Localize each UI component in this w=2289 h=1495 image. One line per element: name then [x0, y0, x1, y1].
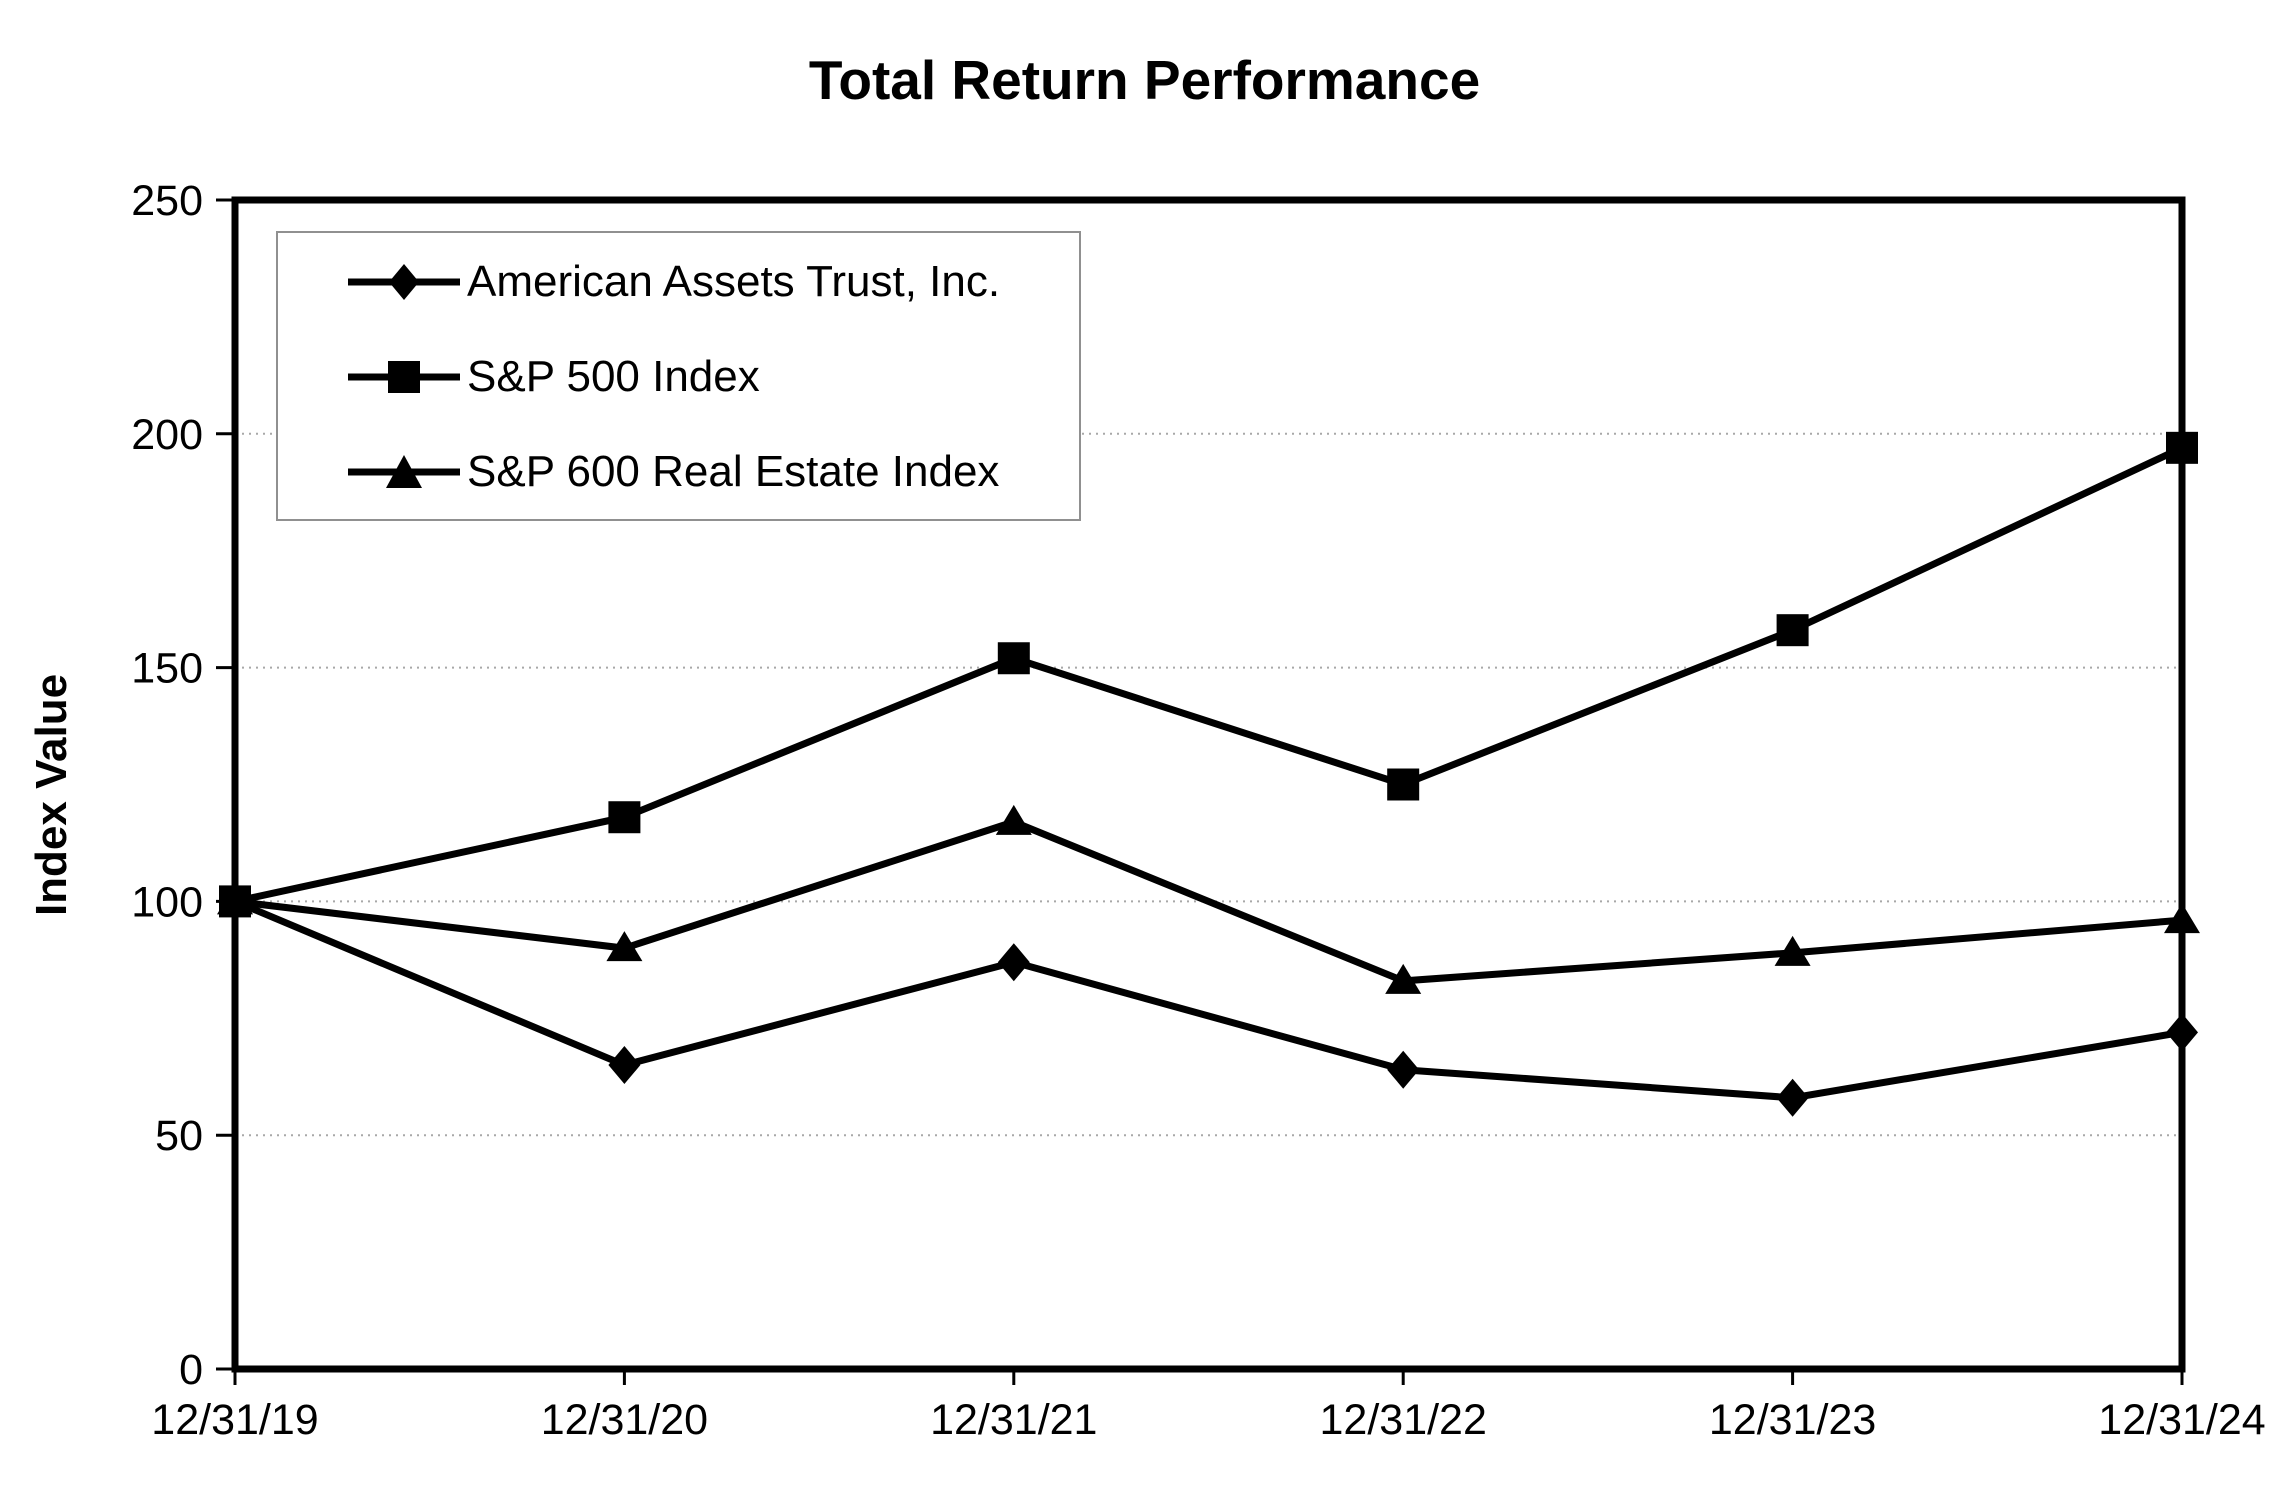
y-tick-label: 150	[131, 645, 203, 693]
diamond-marker	[1387, 1050, 1420, 1089]
square-marker	[608, 801, 641, 834]
square-marker	[2166, 431, 2198, 464]
y-tick-label: 50	[155, 1112, 203, 1160]
square-marker	[219, 885, 251, 918]
x-tick-label: 12/31/19	[151, 1396, 318, 1444]
y-tick-label: 100	[131, 878, 203, 926]
legend-label: S&P 600 Real Estate Index	[467, 446, 1000, 496]
y-tick-label: 0	[179, 1346, 203, 1394]
triangle-marker-icon	[348, 454, 460, 488]
square-marker	[997, 642, 1030, 675]
x-tick-label: 12/31/21	[930, 1396, 1097, 1444]
triangle-marker	[2164, 903, 2200, 934]
square-marker-icon	[348, 360, 460, 393]
chart-title: Total Return Performance	[808, 49, 1481, 111]
diamond-marker	[2166, 1013, 2198, 1052]
x-tick-label: 12/31/20	[541, 1396, 708, 1444]
plot-border	[231, 196, 2186, 1373]
diamond-marker	[997, 943, 1030, 982]
triangle-marker	[995, 804, 1032, 835]
y-tick-label: 250	[131, 177, 203, 225]
triangle-marker	[606, 931, 643, 962]
square-marker	[1387, 768, 1420, 801]
series-line-s-p-600-real-estate-index	[234, 818, 2183, 985]
y-tick-label: 200	[131, 411, 203, 459]
diamond-marker-icon	[348, 263, 460, 300]
x-tick-label: 12/31/22	[1320, 1396, 1487, 1444]
triangle-marker	[1385, 963, 1422, 994]
series-line-s-p-500-index	[234, 444, 2184, 905]
series-line-american-assets-trust-inc	[233, 898, 2183, 1102]
legend: American Assets Trust, Inc. S&P 500 Inde…	[276, 231, 1081, 521]
legend-item-sp600-real-estate-index: S&P 600 Real Estate Index	[348, 424, 1079, 519]
x-tick-label: 12/31/23	[1709, 1396, 1876, 1444]
diamond-marker	[608, 1046, 641, 1085]
legend-item-american-assets-trust: American Assets Trust, Inc.	[348, 234, 1079, 329]
x-tick-label: 12/31/24	[2098, 1396, 2265, 1444]
triangle-marker	[1774, 935, 1811, 966]
legend-label: S&P 500 Index	[467, 351, 760, 401]
legend-item-sp500-index: S&P 500 Index	[348, 329, 1079, 424]
legend-label: American Assets Trust, Inc.	[467, 256, 1001, 306]
diamond-marker	[1776, 1078, 1809, 1117]
square-marker	[1776, 614, 1809, 647]
